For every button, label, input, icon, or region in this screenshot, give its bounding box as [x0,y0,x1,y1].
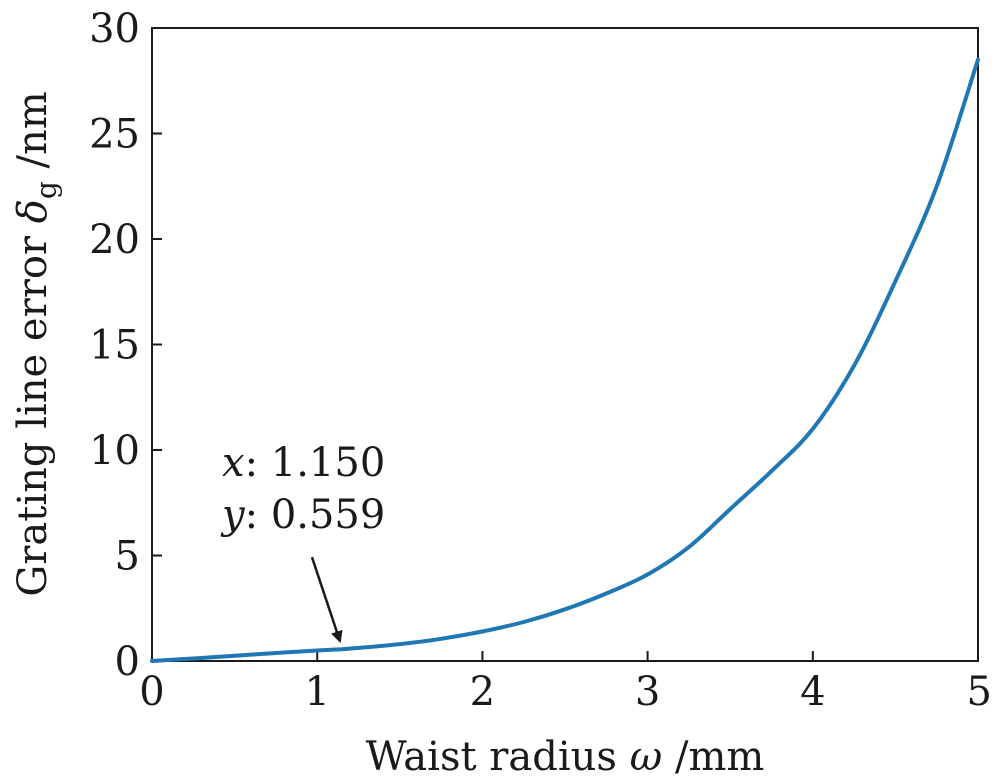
y-tick-label: 25 [89,112,140,158]
y-axis-label: Grating line error δg /nm [10,91,63,596]
y-tick-label: 0 [115,639,140,685]
annotation-x: x: 1.150 [222,440,385,486]
y-tick-label: 20 [89,217,140,263]
x-tick-label: 1 [304,669,329,715]
x-tick-label: 0 [139,669,164,715]
x-axis-label: Waist radius ω /mm [366,734,765,780]
annotation-arrow [310,556,343,644]
annotation-y: y: 0.559 [220,492,385,538]
plot-frame [151,27,979,662]
x-tick-label: 3 [635,669,660,715]
x-tick-label: 4 [800,669,825,715]
y-tick-label: 5 [115,534,140,580]
y-axis-ticks: 0 5 10 15 20 25 30 [89,6,162,685]
y-tick-label: 15 [89,323,140,369]
series-line [150,57,980,663]
x-axis-ticks: 0 1 2 3 4 5 [139,651,992,715]
x-tick-label: 2 [470,669,495,715]
y-tick-label: 30 [89,6,140,52]
y-tick-label: 10 [89,428,140,474]
x-tick-label: 5 [967,669,992,715]
